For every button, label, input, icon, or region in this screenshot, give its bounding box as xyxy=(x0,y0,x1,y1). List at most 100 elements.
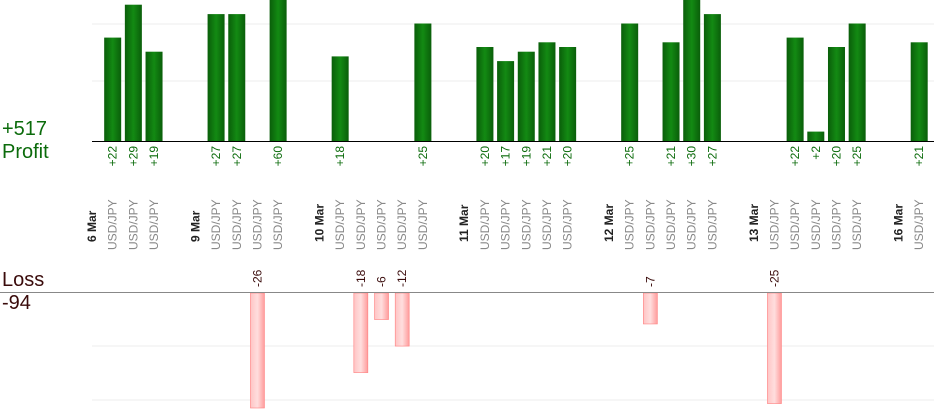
symbol-label: USD/JPY xyxy=(126,199,140,250)
symbol-label: USD/JPY xyxy=(850,199,864,250)
profit-bar xyxy=(145,51,163,142)
profit-value-label: +20 xyxy=(478,146,492,167)
symbol-label: USD/JPY xyxy=(499,199,513,250)
profit-bar xyxy=(331,56,349,141)
loss-value-label: -12 xyxy=(395,269,409,287)
profit-value-label: +19 xyxy=(147,146,161,167)
loss-total: -94 xyxy=(2,292,31,314)
symbol-label: USD/JPY xyxy=(230,199,244,250)
symbol-label: USD/JPY xyxy=(395,199,409,250)
profit-bars xyxy=(104,0,928,142)
symbol-label: USD/JPY xyxy=(147,199,161,250)
symbol-label: USD/JPY xyxy=(375,199,389,250)
symbol-label: USD/JPY xyxy=(540,199,554,250)
profit-value-label: +29 xyxy=(126,146,140,167)
loss-value-label: -25 xyxy=(767,269,781,287)
symbol-label: USD/JPY xyxy=(333,199,347,250)
symbol-label: USD/JPY xyxy=(705,199,719,250)
profit-value-label: +27 xyxy=(705,146,719,167)
loss-label: Loss xyxy=(2,269,45,291)
symbol-label: USD/JPY xyxy=(106,199,120,250)
profit-total: +517 xyxy=(2,118,48,140)
symbol-label: USD/JPY xyxy=(685,199,699,250)
symbol-label: USD/JPY xyxy=(643,199,657,250)
loss-bar xyxy=(374,292,389,320)
profit-bar xyxy=(124,4,142,142)
symbol-label: USD/JPY xyxy=(829,199,843,250)
symbol-label: USD/JPY xyxy=(623,199,637,250)
symbol-label: USD/JPY xyxy=(250,199,264,250)
symbol-label: USD/JPY xyxy=(664,199,678,250)
profit-bar xyxy=(621,23,639,141)
loss-bar xyxy=(394,292,410,347)
loss-value-label: -7 xyxy=(643,276,657,287)
loss-value-label: -18 xyxy=(354,269,368,287)
profit-bar xyxy=(207,14,225,142)
profit-bar xyxy=(827,47,845,141)
profit-bar xyxy=(414,23,432,141)
profit-value-label: +21 xyxy=(664,146,678,167)
profit-bar xyxy=(497,61,515,141)
loss-bar xyxy=(353,292,369,373)
date-label: 11 Mar xyxy=(457,204,471,242)
symbol-label: USD/JPY xyxy=(416,199,430,250)
symbol-label: USD/JPY xyxy=(767,199,781,250)
loss-bar xyxy=(250,292,265,409)
profit-value-label: +22 xyxy=(788,146,802,167)
symbol-label: USD/JPY xyxy=(912,199,926,250)
loss-bar xyxy=(643,292,658,325)
loss-bar xyxy=(767,292,782,404)
loss-value-label: -6 xyxy=(375,276,389,287)
date-label: 12 Mar xyxy=(602,204,616,242)
profit-value-label: +2 xyxy=(809,146,823,160)
loss-value-label: -26 xyxy=(250,269,264,287)
profit-bar xyxy=(662,42,680,141)
profit-bar xyxy=(517,51,535,142)
profit-bar xyxy=(703,14,721,142)
symbol-label: USD/JPY xyxy=(271,199,285,250)
loss-bars xyxy=(250,292,782,409)
profit-value-label: +25 xyxy=(850,146,864,167)
category-labels: 6 Mar 9 Mar 10 Mar 11 Mar 12 Mar 13 Mar 16 Mar… xyxy=(85,146,926,287)
date-label: 13 Mar xyxy=(747,204,761,242)
symbol-label: USD/JPY xyxy=(209,199,223,250)
profit-bar xyxy=(786,37,804,141)
profit-bar xyxy=(807,131,825,141)
loss-summary: Loss -94 xyxy=(2,269,44,315)
profit-bar xyxy=(538,42,556,141)
symbol-label: USD/JPY xyxy=(788,199,802,250)
profit-value-label: +27 xyxy=(230,146,244,167)
profit-bar xyxy=(269,0,287,141)
date-label: 10 Mar xyxy=(312,204,326,242)
profit-bar xyxy=(848,23,866,141)
profit-value-label: +17 xyxy=(499,146,513,167)
profit-value-label: +22 xyxy=(106,146,120,167)
profit-value-label: +60 xyxy=(271,146,285,167)
profit-bar xyxy=(476,47,494,141)
profit-value-label: +18 xyxy=(333,146,347,167)
symbol-label: USD/JPY xyxy=(519,199,533,250)
profit-summary: +517 Profit xyxy=(2,118,49,164)
profit-value-label: +20 xyxy=(829,146,843,167)
symbol-label: USD/JPY xyxy=(354,199,368,250)
axes xyxy=(0,141,934,293)
date-label: 16 Mar xyxy=(892,204,906,242)
profit-value-label: +25 xyxy=(623,146,637,167)
symbol-label: USD/JPY xyxy=(478,199,492,250)
date-label: 9 Mar xyxy=(188,210,202,242)
profit-value-label: +30 xyxy=(685,146,699,167)
profit-value-label: +21 xyxy=(540,146,554,167)
profit-bar xyxy=(910,42,928,141)
symbol-label: USD/JPY xyxy=(809,199,823,250)
symbol-label: USD/JPY xyxy=(561,199,575,250)
profit-value-label: +25 xyxy=(416,146,430,167)
profit-value-label: +19 xyxy=(519,146,533,167)
profit-bar xyxy=(104,37,122,141)
profit-value-label: +20 xyxy=(561,146,575,167)
profit-bar xyxy=(559,47,577,141)
date-label: 6 Mar xyxy=(85,210,99,242)
profit-value-label: +27 xyxy=(209,146,223,167)
profit-bar xyxy=(683,0,701,141)
profit-value-label: +21 xyxy=(912,146,926,167)
